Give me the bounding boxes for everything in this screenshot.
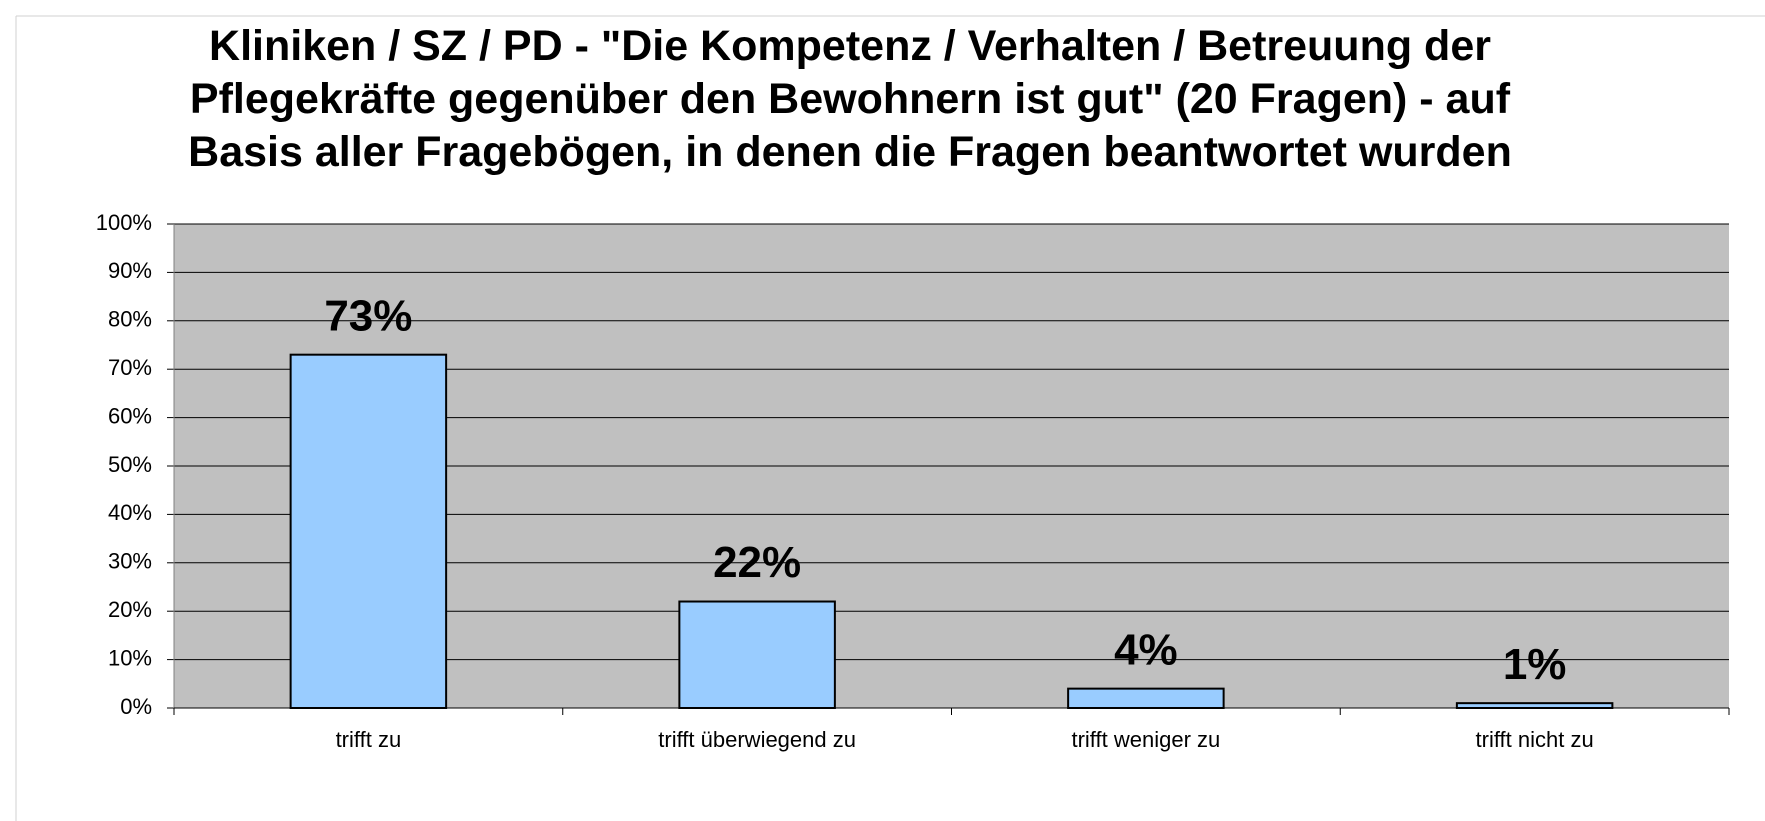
y-tick-label: 80% xyxy=(108,307,152,332)
data-label: 22% xyxy=(713,538,801,587)
data-label: 4% xyxy=(1114,625,1178,674)
y-tick-label: 90% xyxy=(108,258,152,283)
bar xyxy=(289,353,448,709)
data-label: 1% xyxy=(1503,640,1567,689)
chart-title: Kliniken / SZ / PD - "Die Kompetenz / Ve… xyxy=(188,22,1512,176)
data-label: 73% xyxy=(324,291,412,340)
y-tick-label: 60% xyxy=(108,403,152,428)
bar xyxy=(1455,702,1614,709)
bar xyxy=(678,600,836,710)
y-tick-label: 50% xyxy=(108,452,152,477)
y-tick-label: 100% xyxy=(96,210,152,235)
y-tick-label: 10% xyxy=(108,645,152,670)
x-tick-label: trifft nicht zu xyxy=(1476,727,1594,752)
x-tick-label: trifft weniger zu xyxy=(1071,727,1220,752)
y-tick-label: 40% xyxy=(108,500,152,525)
y-tick-label: 70% xyxy=(108,355,152,380)
y-tick-label: 0% xyxy=(120,694,152,719)
bar xyxy=(1067,687,1225,710)
y-tick-label: 20% xyxy=(108,597,152,622)
x-tick-label: trifft überwiegend zu xyxy=(658,727,856,752)
x-tick-label: trifft zu xyxy=(336,727,402,752)
y-tick-label: 30% xyxy=(108,549,152,574)
